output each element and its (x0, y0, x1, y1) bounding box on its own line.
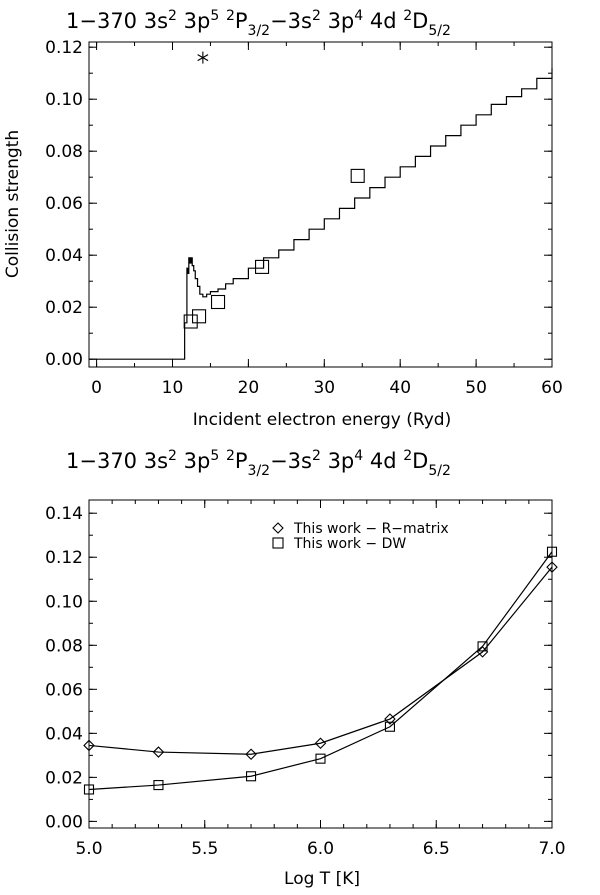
bottom-dw-square-point (83, 784, 95, 795)
bottom-rmatrix-line (88, 566, 553, 755)
bottom-rmatrix-diamond-point (314, 737, 327, 750)
top-x-tick-label: 10 (162, 378, 184, 398)
bottom-dw-line (88, 551, 553, 791)
top-asterisk-stroke (197, 54, 209, 62)
bottom-y-tick-label: 0.14 (45, 504, 83, 524)
bottom-rmatrix-diamond-point (152, 746, 165, 758)
bottom-y-tick-label: 0.02 (45, 768, 83, 788)
top-x-ticks: 0 10 20 30 40 50 60 (91, 42, 563, 398)
top-y-tick-label: 0.00 (45, 350, 83, 370)
bottom-x-axis-label: Log T [K] (284, 869, 360, 889)
bottom-x-ticks: 5.0 5.5 6.0 6.5 7.0 (75, 500, 566, 859)
bottom-rmatrix-diamond-point (546, 561, 558, 573)
top-x-axis-label: Incident electron energy (Ryd) (193, 410, 451, 430)
top-y-tick-label: 0.06 (45, 194, 83, 214)
bottom-y-ticks: 0.00 0.02 0.04 0.06 0.08 0.10 0.12 0.14 (45, 504, 552, 832)
legend-diamond-marker (272, 522, 284, 534)
bottom-chart: 1−370 3s2 3p5 2P3/2−3s2 3p4 4d 2D5/2 5.0… (45, 448, 565, 889)
legend-label-rmatrix: This work − R−matrix (293, 521, 449, 537)
bottom-dw-square-point (153, 780, 164, 791)
bottom-rmatrix-diamond-point (245, 748, 257, 761)
bottom-x-tick-label: 5.0 (75, 839, 102, 859)
top-x-tick-label: 50 (465, 378, 487, 398)
bottom-series (83, 546, 558, 795)
bottom-x-tick-label: 6.5 (423, 839, 450, 859)
top-dw-square-point (350, 168, 365, 183)
bottom-legend: This work − R−matrix This work − DW (272, 521, 449, 552)
top-rmatrix-step-line (89, 68, 553, 360)
top-x-tick-label: 40 (389, 378, 411, 398)
top-chart-title: 1−370 3s2 3p5 2P3/2−3s2 3p4 4d 2D5/2 (66, 8, 451, 39)
legend-square-marker (272, 537, 284, 549)
bottom-rmatrix-diamond-point (476, 646, 489, 658)
bottom-chart-title: 1−370 3s2 3p5 2P3/2−3s2 3p4 4d 2D5/2 (66, 448, 451, 479)
top-y-tick-label: 0.12 (45, 38, 83, 58)
bottom-y-tick-label: 0.00 (45, 812, 83, 832)
top-x-tick-label: 20 (238, 378, 260, 398)
bottom-y-tick-label: 0.08 (45, 636, 83, 656)
bottom-dw-square-point (477, 641, 488, 652)
bottom-y-tick-label: 0.06 (45, 680, 83, 700)
top-y-tick-label: 0.02 (45, 298, 83, 318)
top-y-tick-label: 0.08 (45, 142, 83, 162)
top-dw-square-point (183, 314, 198, 329)
bottom-dw-square-point (315, 753, 326, 764)
bottom-x-tick-label: 7.0 (538, 839, 565, 859)
top-dw-square-point (192, 309, 207, 324)
top-x-tick-label: 60 (541, 378, 563, 398)
bottom-dw-square-point (546, 546, 558, 557)
top-x-tick-label: 30 (313, 378, 335, 398)
bottom-y-tick-label: 0.04 (45, 724, 83, 744)
top-y-ticks: 0.00 0.02 0.04 0.06 0.08 0.10 0.12 (45, 38, 552, 370)
bottom-rmatrix-diamond-point (83, 739, 95, 752)
top-y-tick-label: 0.04 (45, 246, 83, 266)
top-chart: 1−370 3s2 3p5 2P3/2−3s2 3p4 4d 2D5/2 0 10… (3, 8, 563, 430)
top-y-axis-label: Collision strength (3, 130, 23, 278)
top-series (89, 51, 553, 360)
bottom-dw-square-point (384, 721, 396, 732)
top-dw-square-point (255, 259, 270, 274)
top-dw-square-point (210, 294, 226, 310)
top-x-tick-label: 0 (91, 378, 102, 398)
bottom-x-tick-label: 6.0 (307, 839, 334, 859)
bottom-y-tick-label: 0.10 (45, 592, 83, 612)
bottom-y-tick-label: 0.12 (45, 548, 83, 568)
bottom-x-tick-label: 5.5 (191, 839, 218, 859)
top-plot-frame (88, 41, 553, 368)
bottom-dw-square-point (246, 771, 257, 782)
top-asterisk-point (197, 51, 209, 64)
bottom-rmatrix-diamond-point (384, 713, 396, 725)
legend-label-dw: This work − DW (293, 536, 406, 552)
top-y-tick-label: 0.10 (45, 90, 83, 110)
